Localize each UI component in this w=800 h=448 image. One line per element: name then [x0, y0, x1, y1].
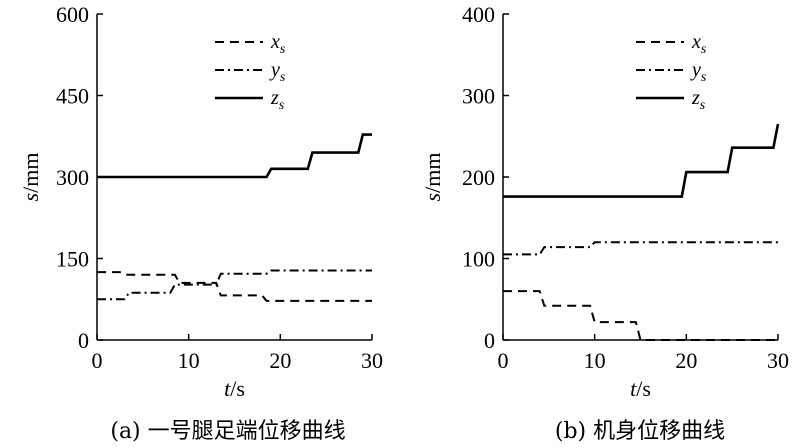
legend-entry: xs	[270, 31, 286, 57]
x-tick-label: 10	[584, 348, 606, 373]
x-tick-label: 0	[92, 348, 103, 373]
x-tick-label: 0	[498, 348, 509, 373]
series-line-ys	[503, 241, 778, 256]
legend-entry: ys	[690, 59, 707, 85]
y-tick-label: 300	[462, 84, 495, 109]
legend-entry: ys	[269, 59, 286, 85]
y-tick-label: 600	[56, 2, 89, 27]
panel-caption: (a) 一号腿足端位移曲线	[110, 419, 345, 444]
x-tick-label: 20	[269, 348, 291, 373]
y-tick-label: 150	[56, 247, 89, 272]
legend-entry: zs	[691, 87, 706, 113]
x-axis-label: t/s	[630, 376, 651, 401]
series-line-xs	[97, 271, 372, 302]
legend-entry: zs	[270, 87, 285, 113]
panel-caption: (b) 机身位移曲线	[555, 419, 725, 444]
y-tick-label: 100	[462, 247, 495, 272]
y-tick-label: 450	[56, 84, 89, 109]
y-tick-label: 0	[484, 328, 495, 353]
series-line-zs	[503, 123, 780, 198]
x-tick-label: 20	[675, 348, 697, 373]
series-line-zs	[97, 133, 372, 179]
y-axis-label: s/mm	[18, 153, 43, 202]
x-tick-label: 30	[767, 348, 789, 373]
y-tick-label: 0	[78, 328, 89, 353]
series-line-xs	[503, 290, 778, 341]
y-tick-label: 400	[462, 2, 495, 27]
y-tick-label: 200	[462, 165, 495, 190]
y-tick-label: 300	[56, 165, 89, 190]
x-tick-label: 10	[178, 348, 200, 373]
y-axis-label: s/mm	[420, 153, 445, 202]
x-tick-label: 30	[361, 348, 383, 373]
legend-entry: xs	[691, 31, 707, 57]
x-axis-label: t/s	[224, 376, 245, 401]
